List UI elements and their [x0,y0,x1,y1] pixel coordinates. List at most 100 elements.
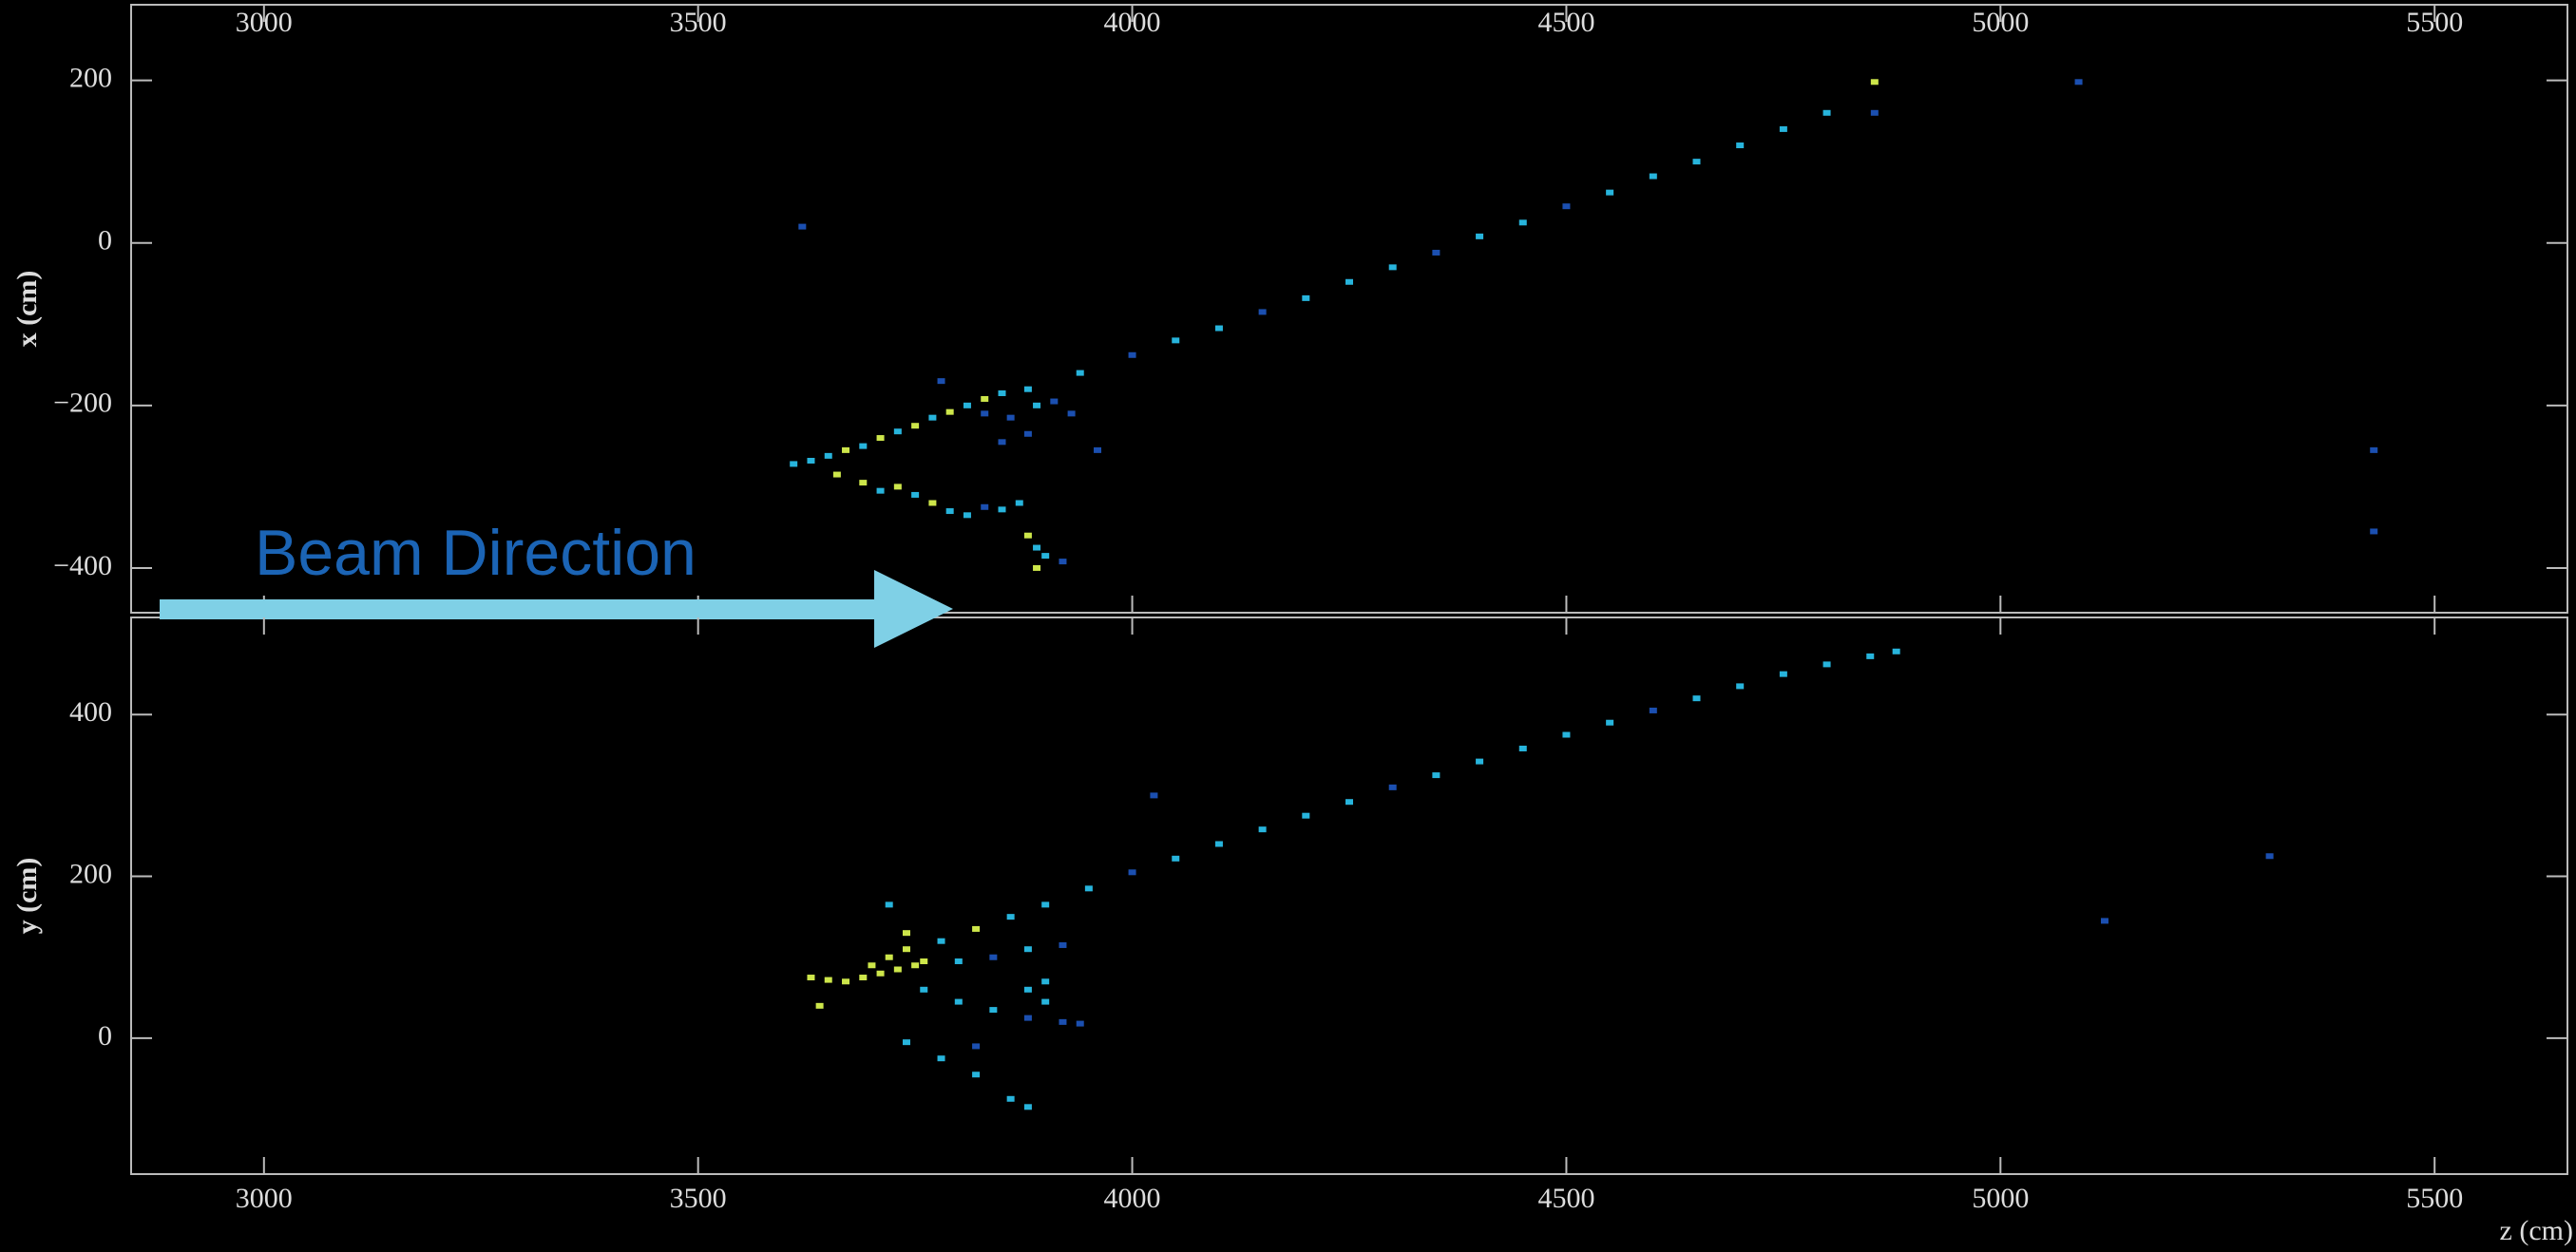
hit [1033,565,1040,571]
bottom-frame [131,617,2567,1174]
hit [1871,79,1879,85]
hit [842,447,849,453]
hit [989,955,997,960]
hit [886,901,893,907]
hit [1893,649,1900,654]
hit [1007,914,1015,920]
y-tick-label: −200 [53,388,112,419]
hit [894,428,902,434]
hit [1736,142,1744,148]
x-tick-label: 5000 [1972,7,2029,38]
hit [1129,869,1136,875]
x-tick-label: 4000 [1104,1183,1161,1214]
hit [903,930,910,936]
hit [807,458,814,464]
hit [1823,661,1831,667]
hit [938,1055,945,1061]
hit [825,977,832,983]
hit [989,1007,997,1013]
hit [1780,126,1787,132]
hit [911,423,919,428]
hit [1693,159,1701,164]
hit [938,939,945,944]
hit [1024,387,1032,392]
hit [972,1043,980,1049]
hit [1302,295,1309,301]
hit [1606,190,1613,196]
hit [1871,110,1879,116]
hit [955,958,963,964]
hit [1259,309,1267,314]
hit [1345,799,1353,805]
hit [1780,672,1787,677]
hit [1041,901,1049,907]
hit [1033,403,1040,408]
hit [998,390,1005,396]
x-tick-label: 3000 [236,7,293,38]
hit [790,461,797,466]
hit [2101,918,2109,923]
hit [1693,695,1701,701]
hit [1389,785,1397,790]
hit [1432,250,1440,256]
event-display: 300035004000450050005500−400−2000200x (c… [0,0,2576,1252]
x-tick-label: 3500 [670,7,727,38]
hit [877,971,885,977]
hit [928,415,936,421]
hit [1024,1015,1032,1021]
hit [911,492,919,498]
hit [1562,203,1570,209]
hit [1085,885,1093,891]
hit [1389,264,1397,270]
y-tick-label: −400 [53,550,112,581]
hit [1259,826,1267,832]
hit [955,999,963,1005]
hit [1059,1019,1066,1025]
hit [1215,841,1223,846]
hit [1007,1096,1015,1102]
x-tick-label: 4500 [1537,7,1594,38]
hit [842,978,849,984]
hit [833,472,841,478]
beam-label: Beam Direction [255,517,696,589]
x-tick-label: 5500 [2406,7,2463,38]
hit [859,480,867,485]
hit [1033,545,1040,551]
hit [1077,370,1084,376]
x-tick-label: 5500 [2406,1183,2463,1214]
hit [1041,553,1049,559]
hit [807,975,814,980]
hit [938,378,945,384]
hit [2370,528,2377,534]
hit [1094,447,1101,453]
hit [1041,978,1049,984]
hit [911,962,919,968]
hit [981,396,988,402]
hit [1302,813,1309,819]
hit [1736,683,1744,689]
hit [2370,447,2377,453]
hit [972,926,980,932]
hit [1059,559,1066,564]
hit [1519,746,1527,751]
hit [1068,410,1076,416]
hit [1432,772,1440,778]
hit [2266,853,2274,859]
y-tick-label: 200 [69,62,112,93]
hit [1345,279,1353,285]
hit [1172,337,1179,343]
hit [877,435,885,441]
hit [1024,533,1032,539]
hit [1172,856,1179,862]
x-axis-label: z (cm) [2500,1215,2573,1246]
hit [1866,654,1874,659]
hit [1050,399,1058,405]
hit [1007,415,1015,421]
hit [903,1039,910,1045]
y-axis-label: x (cm) [11,271,43,348]
hit [964,512,971,518]
hit [1519,219,1527,225]
hit [1024,987,1032,993]
hit [1024,1104,1032,1110]
hit [1606,720,1613,726]
